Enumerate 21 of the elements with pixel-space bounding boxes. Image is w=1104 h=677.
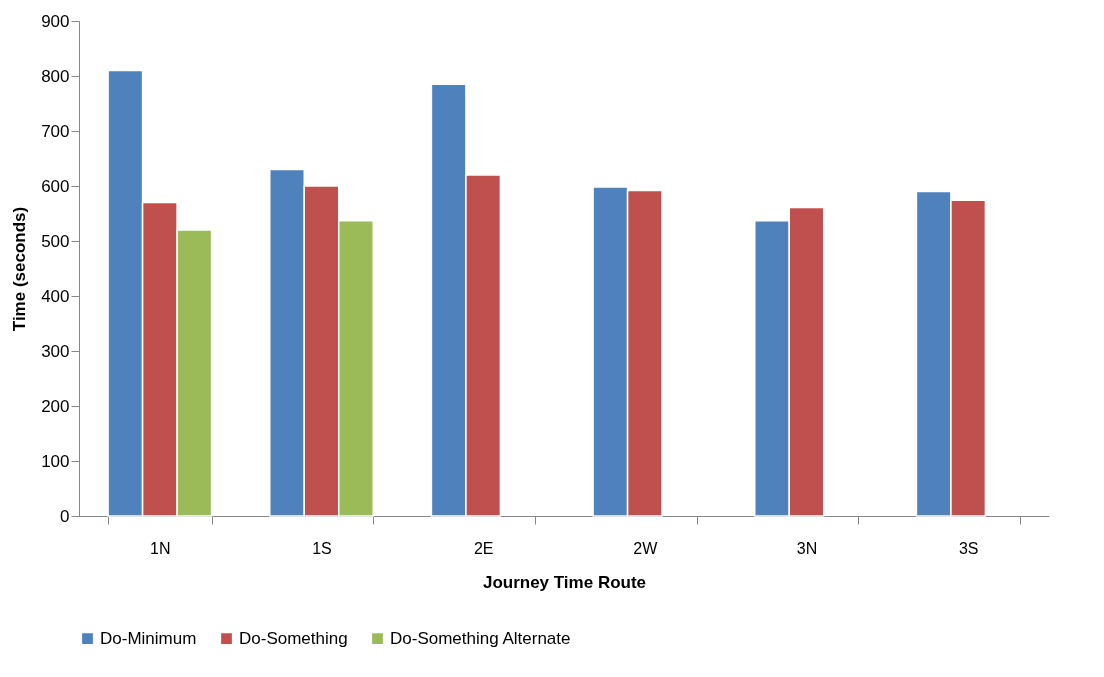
y-axis-title: Time (seconds) — [10, 206, 30, 332]
y-tick-label: 600 — [41, 176, 70, 196]
y-tick-label: 300 — [41, 341, 70, 361]
y-tick-label: 200 — [41, 396, 70, 416]
x-tick-label: 3S — [958, 539, 979, 557]
y-tick-label: 100 — [41, 451, 70, 471]
y-tick-label: 500 — [41, 231, 70, 251]
y-tick-label: 800 — [41, 66, 70, 86]
x-tick-label: 1N — [150, 539, 171, 557]
legend-label: Do-Something — [239, 628, 348, 648]
y-tick-label: 0 — [60, 506, 70, 526]
x-tick-label: 2W — [633, 539, 659, 557]
x-axis-title: Journey Time Route — [482, 572, 647, 592]
x-tick-label: 2E — [473, 539, 494, 557]
x-tick-label: 1S — [312, 539, 332, 557]
y-tick-label: 900 — [41, 11, 70, 31]
y-tick-label: 400 — [41, 286, 70, 306]
x-tick-label: 3N — [796, 539, 818, 557]
legend-label: Do-Minimum — [100, 628, 197, 648]
legend-label: Do-Something Alternate — [390, 628, 571, 648]
y-tick-label: 700 — [41, 121, 70, 141]
